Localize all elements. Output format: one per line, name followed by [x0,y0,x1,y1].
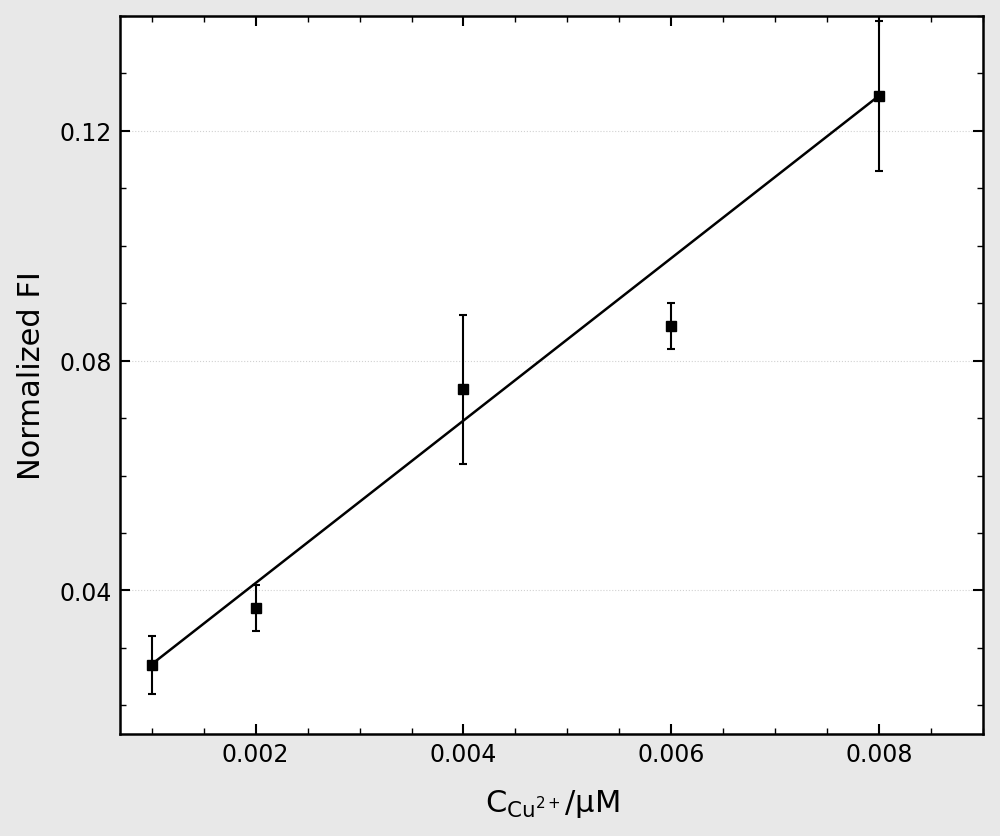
Y-axis label: Normalized FI: Normalized FI [17,271,46,480]
X-axis label: $\mathrm{C_{Cu^{2+}}}$/μM: $\mathrm{C_{Cu^{2+}}}$/μM [485,788,619,819]
